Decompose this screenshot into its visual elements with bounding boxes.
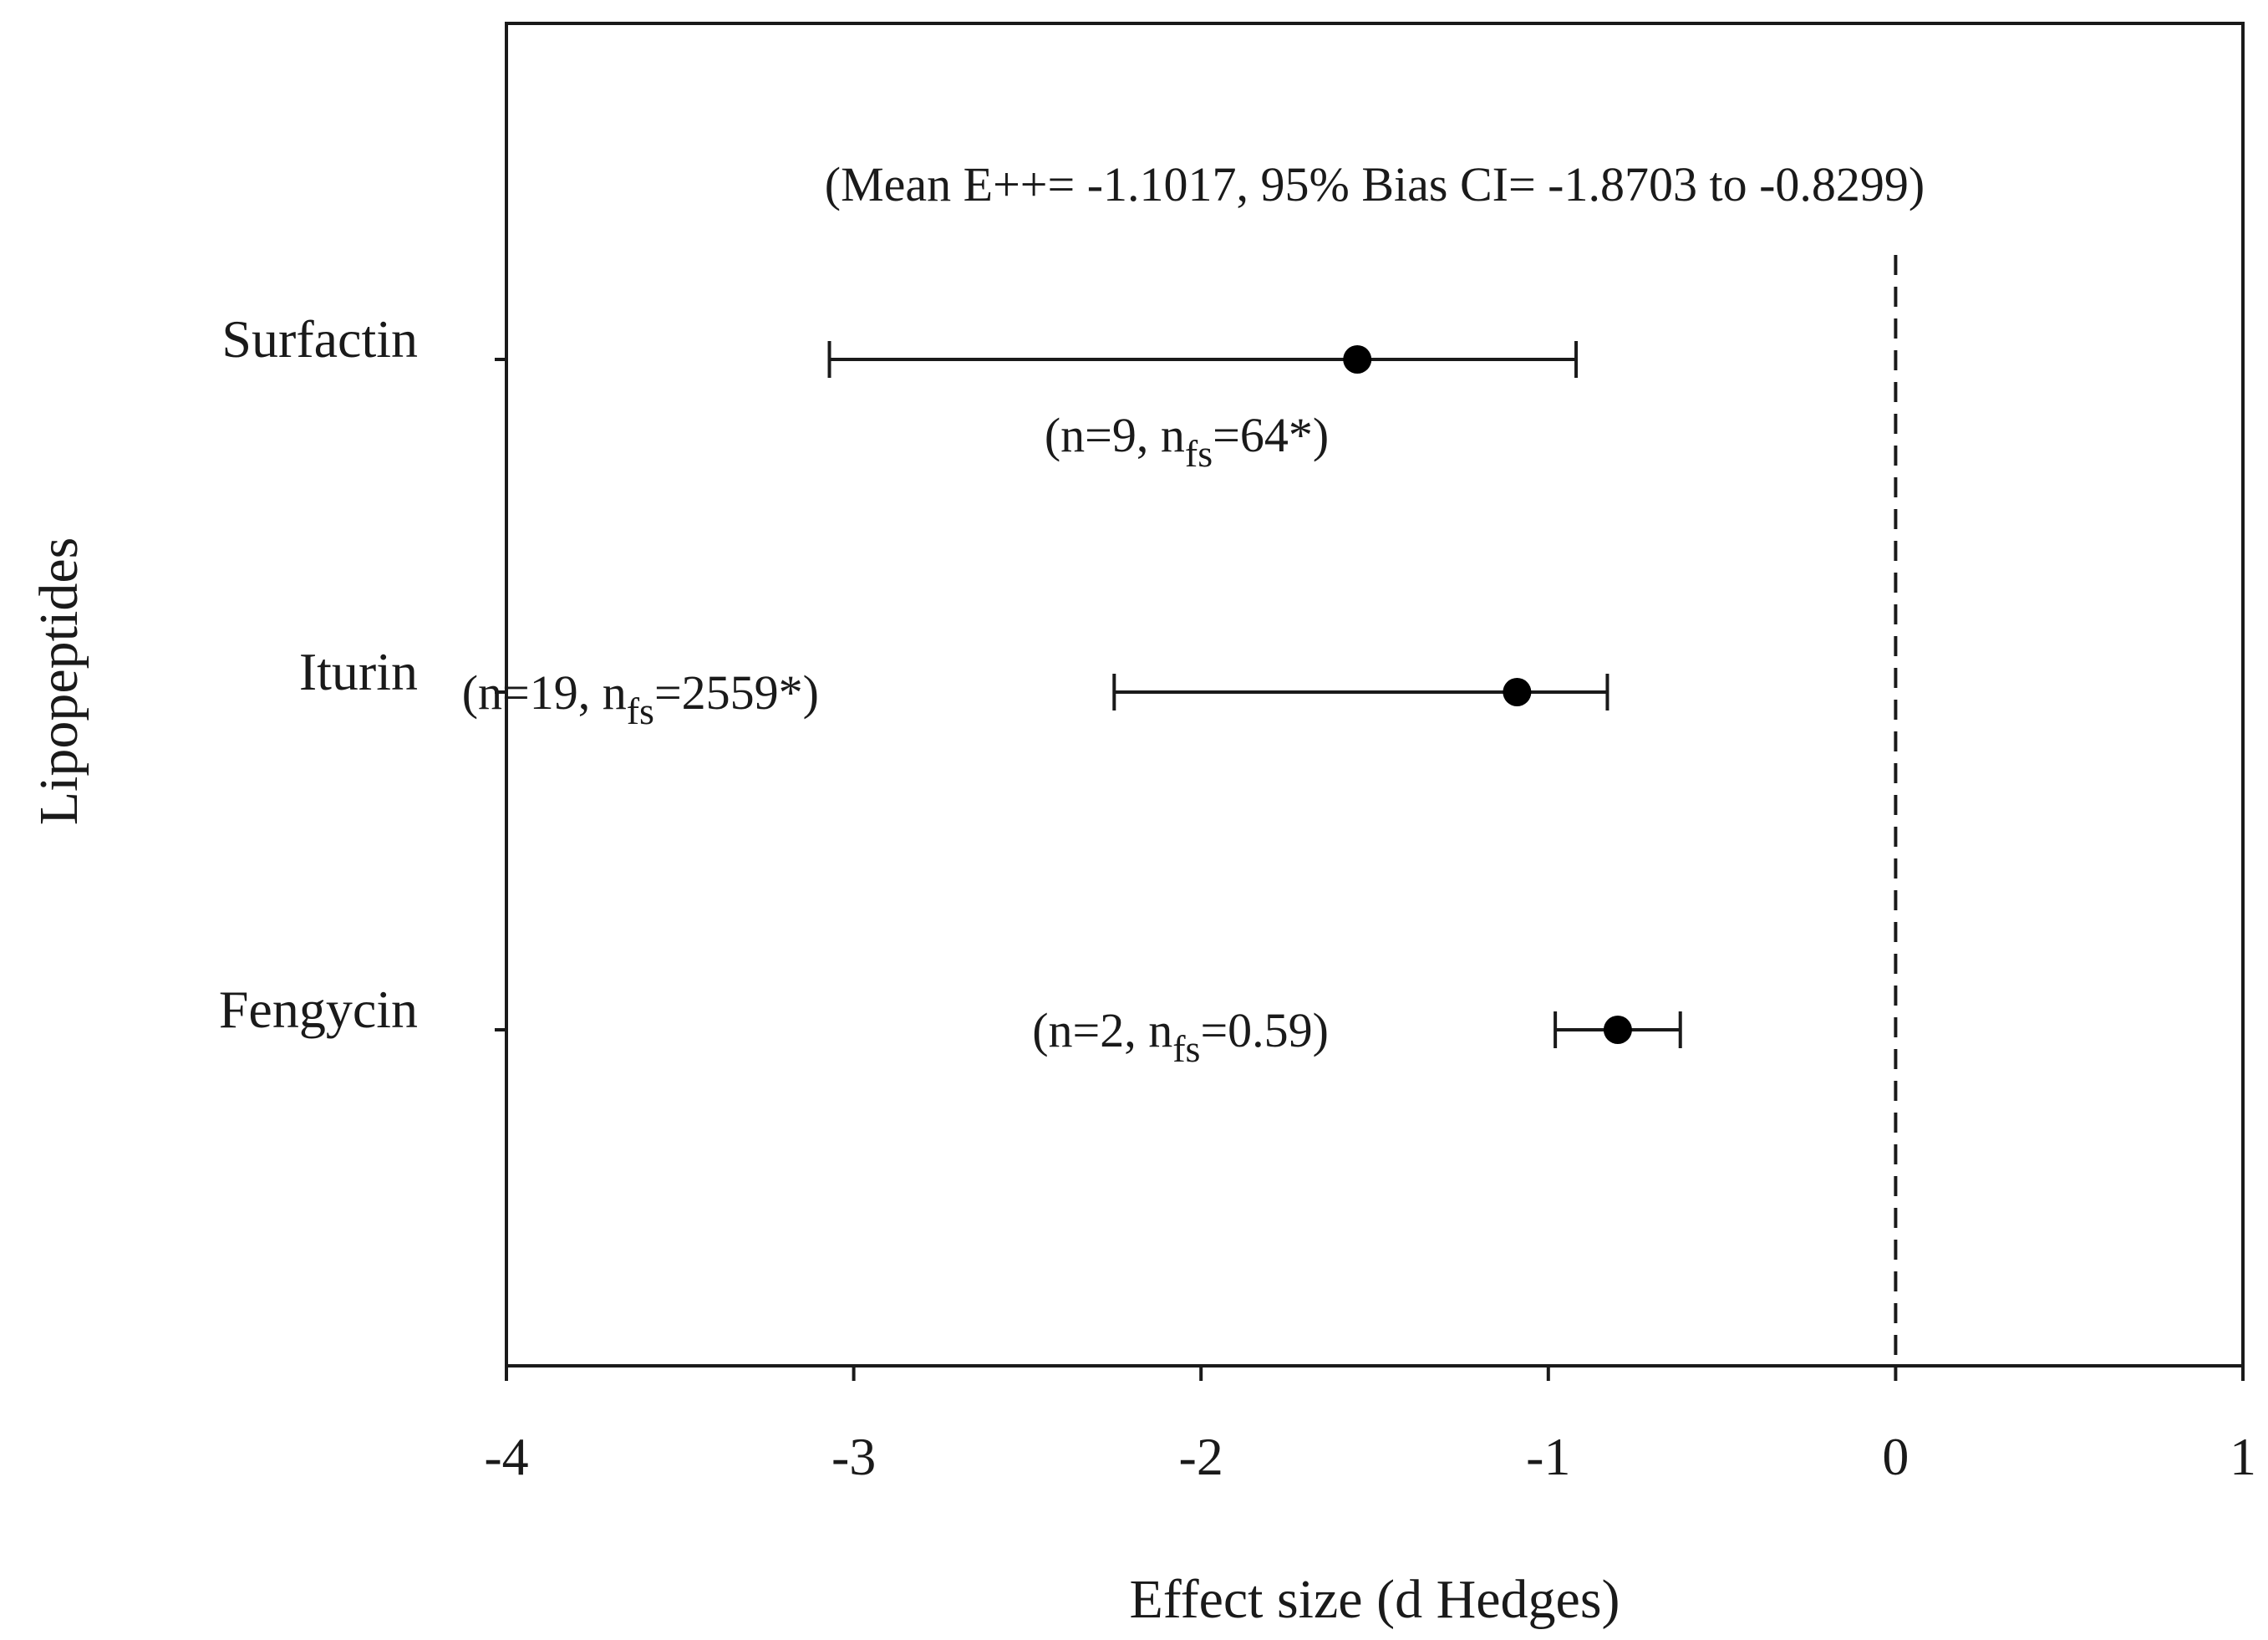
summary-annotation: (Mean E++= -1.1017, 95% Bias CI= -1.8703… <box>825 157 1925 211</box>
annotation-subscript: fs <box>627 690 654 732</box>
category-label: Iturin <box>299 642 418 701</box>
sample-annotation: (n=9, nfs=64*) <box>1045 408 1329 475</box>
annotation-open: (n=2, n <box>1032 1003 1172 1057</box>
x-tick-label: 1 <box>2230 1427 2256 1486</box>
annotation-close: =2559*) <box>654 665 819 720</box>
y-axis-title: Lipopeptides <box>28 537 89 826</box>
annotation-subscript: fs <box>1185 432 1213 475</box>
annotation-subscript: fs <box>1172 1027 1200 1070</box>
category-label: Fengycin <box>219 980 418 1039</box>
x-axis-title: Effect size (d Hedges) <box>1129 1569 1620 1630</box>
category-label: Surfactin <box>221 309 418 369</box>
x-tick-label: -4 <box>484 1427 528 1486</box>
x-tick-label: 0 <box>1882 1427 1909 1486</box>
annotation-close: =64*) <box>1213 408 1329 462</box>
x-tick-label: -2 <box>1179 1427 1223 1486</box>
x-axis-ticks: -4 -3 -2 -1 0 1 <box>484 1366 2256 1486</box>
annotation-close: =0.59) <box>1200 1003 1329 1057</box>
mean-point <box>1343 345 1372 374</box>
sample-annotation: (n=2, nfs=0.59) <box>1032 1003 1329 1070</box>
sample-annotation: (n=19, nfs=2559*) <box>462 665 819 732</box>
annotation-open: (n=9, n <box>1045 408 1185 462</box>
y-axis-ticks: Surfactin Iturin Fengycin <box>219 309 506 1039</box>
mean-point <box>1603 1016 1632 1044</box>
x-tick-label: -3 <box>831 1427 876 1486</box>
mean-point <box>1503 678 1532 706</box>
x-tick-label: -1 <box>1526 1427 1570 1486</box>
forest-series: (n=9, nfs=64*)(n=19, nfs=2559*)(n=2, nfs… <box>462 341 1682 1070</box>
annotation-open: (n=19, n <box>462 665 627 720</box>
plot-frame <box>505 22 2245 1368</box>
